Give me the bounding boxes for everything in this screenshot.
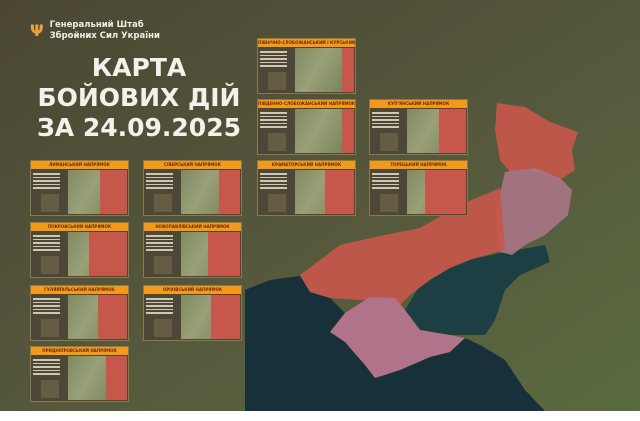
org-name-line1: Генеральний Штаб bbox=[49, 20, 144, 30]
panel-legend bbox=[260, 110, 294, 154]
direction-panel[interactable]: Краматорський напрямок bbox=[257, 160, 356, 216]
panel-legend bbox=[33, 296, 67, 340]
panel-title: Сіверський напрямок bbox=[144, 161, 241, 169]
panel-title: Південно-Слобожанський напрямок bbox=[258, 100, 355, 108]
occupied-south bbox=[300, 188, 505, 305]
trident-icon bbox=[41, 194, 59, 212]
occupied-donetsk bbox=[495, 168, 572, 255]
direction-panel[interactable]: Придніпровський напрямок bbox=[30, 346, 129, 402]
panel-title: Купʼянський напрямок bbox=[370, 100, 467, 108]
direction-panel[interactable]: Купʼянський напрямок bbox=[369, 99, 468, 155]
trident-icon bbox=[41, 380, 59, 398]
panel-map bbox=[407, 109, 466, 153]
trident-icon: Ψ bbox=[30, 21, 44, 40]
panel-legend bbox=[146, 171, 180, 215]
panel-map bbox=[68, 232, 127, 276]
panel-legend bbox=[260, 171, 294, 215]
panel-title: Оріхівський напрямок bbox=[144, 286, 241, 294]
occupied-area bbox=[100, 170, 127, 214]
panel-legend bbox=[146, 233, 180, 277]
panel-legend bbox=[33, 357, 67, 401]
trident-icon bbox=[268, 133, 286, 151]
trident-icon bbox=[41, 319, 59, 337]
direction-panel[interactable]: Південно-Слобожанський напрямок bbox=[257, 99, 356, 155]
panel-map bbox=[295, 109, 354, 153]
trident-icon bbox=[154, 319, 172, 337]
panel-map bbox=[295, 170, 354, 214]
panel-map bbox=[68, 295, 127, 339]
panel-legend bbox=[372, 171, 406, 215]
direction-panel[interactable]: Гуляйпільський напрямок bbox=[30, 285, 129, 341]
panel-title: Гуляйпільський напрямок bbox=[31, 286, 128, 294]
trident-icon bbox=[41, 256, 59, 274]
panel-map bbox=[181, 170, 240, 214]
trident-icon bbox=[268, 194, 286, 212]
direction-panel[interactable]: Сіверський напрямок bbox=[143, 160, 242, 216]
direction-panel[interactable]: Новопавлівський напрямок bbox=[143, 222, 242, 278]
trident-icon bbox=[268, 72, 286, 90]
panel-legend bbox=[33, 233, 67, 277]
occupied-area bbox=[207, 232, 240, 276]
occupied-crimea bbox=[330, 297, 465, 378]
occupied-area bbox=[97, 295, 127, 339]
occupied-luhansk bbox=[495, 103, 578, 180]
panel-legend bbox=[33, 171, 67, 215]
panel-legend bbox=[146, 296, 180, 340]
occupied-area bbox=[210, 295, 240, 339]
panel-map bbox=[181, 232, 240, 276]
occupied-area bbox=[439, 109, 466, 153]
panel-legend bbox=[260, 49, 294, 93]
direction-panel[interactable]: Лиманський напрямок bbox=[30, 160, 129, 216]
occupied-area bbox=[219, 170, 240, 214]
title-date: ЗА 24.09.2025 bbox=[37, 113, 241, 142]
panel-title: Придніпровський напрямок bbox=[31, 347, 128, 355]
trident-icon bbox=[154, 256, 172, 274]
direction-panel[interactable]: Північно-Слобожанський і Курський напрям… bbox=[257, 38, 356, 94]
panel-title: Покровський напрямок bbox=[31, 223, 128, 231]
trident-icon bbox=[380, 133, 398, 151]
panel-map bbox=[181, 295, 240, 339]
org-name-line2: Збройних Сил України bbox=[49, 31, 160, 41]
title-line: КАРТА bbox=[91, 53, 187, 82]
panel-map bbox=[68, 170, 127, 214]
panel-title: Новопавлівський напрямок bbox=[144, 223, 241, 231]
black-sea bbox=[245, 276, 545, 411]
panel-map bbox=[407, 170, 466, 214]
title-line: БОЙОВИХ ДІЙ bbox=[37, 83, 241, 112]
occupied-area bbox=[424, 170, 466, 214]
panel-title: Торецький напрямок bbox=[370, 161, 467, 169]
panel-title: Північно-Слобожанський і Курський напрям… bbox=[258, 39, 355, 47]
azov-sea bbox=[405, 245, 550, 335]
direction-panel[interactable]: Оріхівський напрямок bbox=[143, 285, 242, 341]
panel-map bbox=[68, 356, 127, 400]
panel-map bbox=[295, 48, 354, 92]
direction-panel[interactable]: Торецький напрямок bbox=[369, 160, 468, 216]
occupied-area bbox=[342, 48, 354, 92]
direction-panel[interactable]: Покровський напрямок bbox=[30, 222, 129, 278]
occupied-area bbox=[342, 109, 354, 153]
trident-icon bbox=[154, 194, 172, 212]
trident-icon bbox=[380, 194, 398, 212]
general-staff-logo: Ψ Генеральний Штаб Збройних Сил України bbox=[30, 20, 160, 42]
occupied-area bbox=[88, 232, 127, 276]
page-title: КАРТА БОЙОВИХ ДІЙ ЗА 24.09.2025 bbox=[34, 53, 244, 143]
panel-title: Краматорський напрямок bbox=[258, 161, 355, 169]
occupied-area bbox=[324, 170, 354, 214]
occupied-area bbox=[106, 356, 127, 400]
panel-title: Лиманський напрямок bbox=[31, 161, 128, 169]
panel-legend bbox=[372, 110, 406, 154]
